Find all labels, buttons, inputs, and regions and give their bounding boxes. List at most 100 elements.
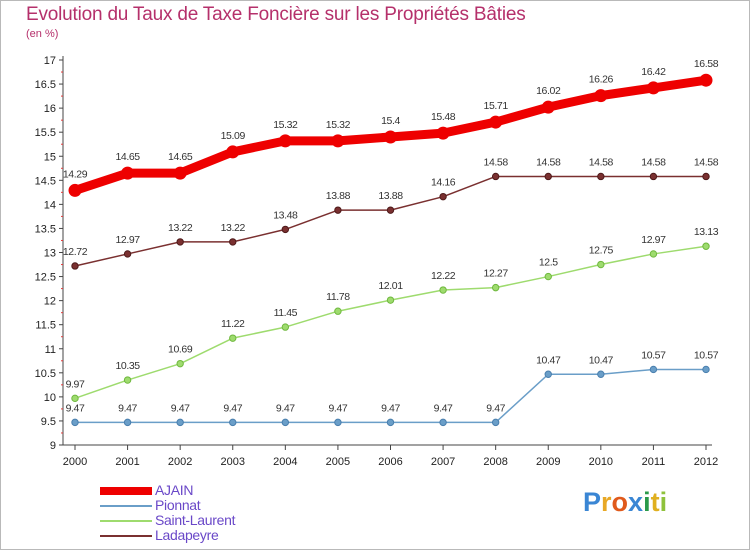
data-label-ladapeyre: 13.22 — [221, 222, 246, 234]
x-tick-label: 2009 — [536, 456, 560, 468]
data-label-ladapeyre: 13.88 — [378, 190, 403, 202]
data-point-ajain — [278, 134, 292, 148]
legend-item-saint-laurent[interactable]: Saint-Laurent — [100, 512, 360, 528]
legend-swatch-saint-laurent — [100, 520, 152, 522]
data-label-ajain: 14.29 — [63, 168, 88, 180]
legend-swatch-ajain — [100, 487, 152, 495]
data-label-ajain: 15.48 — [431, 111, 456, 123]
data-point-ladapeyre — [281, 225, 290, 234]
data-label-saint-laurent: 9.97 — [66, 378, 85, 390]
proxiti-logo: Proxiti — [583, 487, 667, 518]
legend-swatch-ladapeyre — [100, 535, 152, 537]
y-tick-label: 14 — [44, 199, 56, 211]
data-point-pionnat — [544, 370, 552, 378]
legend-item-pionnat[interactable]: Pionnat — [100, 497, 360, 513]
data-point-ajain — [646, 81, 660, 95]
data-label-saint-laurent: 11.78 — [326, 291, 350, 303]
legend-swatch-pionnat — [100, 505, 152, 507]
legend-item-ladapeyre[interactable]: Ladapeyre — [100, 527, 360, 543]
data-label-ladapeyre: 14.58 — [694, 156, 719, 168]
data-point-ladapeyre — [597, 172, 605, 181]
y-tick-label: 16 — [44, 103, 56, 115]
series-line-pionnat — [74, 368, 707, 424]
data-point-saint-laurent — [229, 334, 237, 342]
data-label-saint-laurent: 11.45 — [274, 307, 298, 319]
data-label-pionnat: 9.47 — [171, 402, 190, 414]
data-label-saint-laurent: 13.13 — [694, 226, 719, 238]
data-label-ajain: 16.26 — [589, 74, 614, 86]
y-tick-label: 15 — [44, 151, 56, 163]
logo-letter: r — [601, 487, 612, 517]
data-label-ajain: 14.65 — [168, 151, 193, 163]
data-point-saint-laurent — [71, 394, 79, 403]
y-tick-label: 9.5 — [41, 416, 56, 428]
x-tick-label: 2002 — [168, 456, 192, 468]
data-point-ladapeyre — [386, 206, 395, 214]
data-point-ladapeyre — [176, 238, 184, 246]
data-label-saint-laurent: 12.97 — [641, 234, 666, 246]
data-point-ladapeyre — [439, 192, 447, 201]
logo-letter: t — [650, 487, 660, 517]
data-label-ladapeyre: 14.58 — [589, 156, 614, 168]
data-point-ajain — [331, 134, 345, 148]
data-point-ladapeyre — [123, 250, 132, 258]
y-tick-label: 13 — [44, 248, 56, 260]
x-tick-label: 2004 — [273, 456, 297, 468]
data-label-ladapeyre: 14.58 — [484, 156, 509, 168]
data-label-ajain: 16.02 — [536, 85, 561, 97]
plot-area — [68, 73, 713, 427]
data-label-pionnat: 10.47 — [536, 354, 561, 366]
y-tick-label: 15.5 — [35, 127, 56, 139]
data-label-ajain: 16.42 — [641, 66, 666, 78]
x-tick-label: 2007 — [431, 456, 455, 468]
data-point-ladapeyre — [71, 262, 79, 270]
data-label-saint-laurent: 12.01 — [378, 280, 403, 292]
data-point-saint-laurent — [597, 260, 605, 269]
data-point-ajain — [226, 145, 240, 159]
legend: AJAIN Pionnat Saint-Laurent Ladapeyre — [100, 482, 360, 543]
data-point-pionnat — [281, 418, 290, 427]
data-point-pionnat — [439, 418, 447, 427]
data-point-ajain — [594, 89, 608, 103]
data-label-ajain: 15.32 — [273, 119, 298, 131]
x-tick-label: 2006 — [378, 456, 402, 468]
data-point-pionnat — [123, 418, 132, 427]
data-label-pionnat: 9.47 — [381, 402, 400, 414]
data-point-saint-laurent — [702, 242, 710, 250]
data-label-saint-laurent: 12.27 — [484, 268, 509, 280]
data-point-ajain — [173, 166, 187, 180]
x-tick-label: 2010 — [589, 456, 613, 468]
data-label-pionnat: 9.47 — [66, 402, 85, 414]
x-tick-label: 2011 — [642, 456, 666, 468]
data-label-pionnat: 10.47 — [589, 354, 614, 366]
x-tick-label: 2001 — [115, 456, 139, 468]
data-point-pionnat — [71, 418, 79, 427]
data-label-ladapeyre: 12.97 — [115, 234, 140, 246]
x-tick-label: 2008 — [483, 456, 507, 468]
data-label-saint-laurent: 12.22 — [431, 270, 456, 282]
data-label-ladapeyre: 14.58 — [641, 156, 666, 168]
data-point-saint-laurent — [439, 286, 447, 294]
legend-label-pionnat: Pionnat — [155, 497, 201, 513]
data-label-saint-laurent: 10.35 — [115, 360, 140, 372]
data-point-ajain — [489, 115, 503, 129]
legend-item-ajain[interactable]: AJAIN — [100, 482, 360, 498]
data-label-ajain: 16.58 — [694, 58, 719, 70]
data-label-ladapeyre: 13.22 — [168, 222, 193, 234]
data-label-pionnat: 10.57 — [694, 349, 719, 361]
data-label-ladapeyre: 13.88 — [326, 190, 351, 202]
y-tick-label: 14.5 — [35, 175, 56, 187]
data-point-saint-laurent — [386, 296, 395, 304]
data-point-ajain — [384, 130, 397, 144]
data-point-saint-laurent — [544, 272, 552, 281]
data-label-pionnat: 9.47 — [328, 402, 347, 414]
axes — [59, 56, 712, 450]
data-label-ajain: 15.71 — [484, 100, 509, 112]
y-tick-label: 13.5 — [35, 223, 56, 235]
data-point-saint-laurent — [334, 307, 342, 315]
data-point-pionnat — [597, 370, 605, 378]
y-tick-label: 11.5 — [35, 320, 56, 332]
data-label-saint-laurent: 12.75 — [589, 245, 614, 257]
data-point-ladapeyre — [229, 238, 237, 246]
y-tick-label: 10 — [44, 392, 56, 404]
